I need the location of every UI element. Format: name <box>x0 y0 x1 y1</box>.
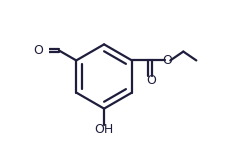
Text: O: O <box>146 74 155 86</box>
Text: OH: OH <box>94 123 113 136</box>
Text: O: O <box>162 54 172 67</box>
Text: O: O <box>33 44 43 57</box>
